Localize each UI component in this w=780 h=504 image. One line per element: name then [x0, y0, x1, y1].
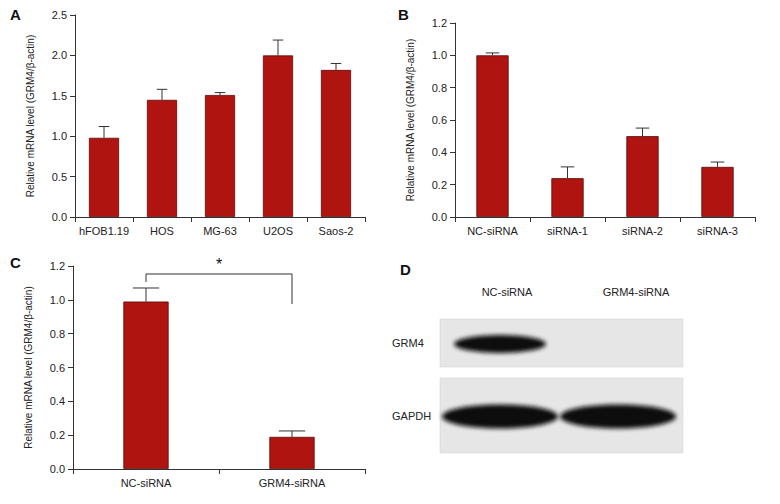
- svg-text:Relative mRNA level (GRM4/β-ac: Relative mRNA level (GRM4/β-actin): [405, 39, 416, 201]
- svg-text:GRM4: GRM4: [392, 337, 424, 349]
- svg-text:Saos-2: Saos-2: [319, 225, 354, 237]
- svg-text:0.0: 0.0: [50, 463, 65, 475]
- svg-text:0.4: 0.4: [432, 146, 447, 158]
- svg-text:GRM4-siRNA: GRM4-siRNA: [603, 286, 670, 298]
- svg-text:GRM4-siRNA: GRM4-siRNA: [259, 477, 326, 489]
- svg-text:GAPDH: GAPDH: [392, 410, 431, 422]
- svg-text:*: *: [216, 256, 222, 273]
- svg-text:A: A: [10, 6, 21, 23]
- svg-text:siRNA-2: siRNA-2: [622, 225, 663, 237]
- svg-text:2.5: 2.5: [52, 9, 67, 21]
- svg-text:B: B: [398, 6, 409, 23]
- svg-text:NC-siRNA: NC-siRNA: [121, 477, 172, 489]
- svg-text:hFOB1.19: hFOB1.19: [79, 225, 129, 237]
- svg-text:C: C: [10, 254, 21, 271]
- svg-text:0.8: 0.8: [50, 328, 65, 340]
- svg-text:1.0: 1.0: [52, 130, 67, 142]
- svg-text:D: D: [400, 261, 411, 278]
- svg-text:Relative mRNA level (GRM4/β-ac: Relative mRNA level (GRM4/β-actin): [25, 35, 36, 197]
- svg-text:0.6: 0.6: [50, 362, 65, 374]
- svg-text:0.8: 0.8: [432, 82, 447, 94]
- svg-text:HOS: HOS: [150, 225, 174, 237]
- svg-text:Relative mRNA level (GRM4/β-ac: Relative mRNA level (GRM4/β-actin): [23, 286, 34, 448]
- svg-text:2.0: 2.0: [52, 49, 67, 61]
- svg-text:NC-siRNA: NC-siRNA: [467, 225, 518, 237]
- svg-text:siRNA-1: siRNA-1: [547, 225, 588, 237]
- svg-text:0.4: 0.4: [50, 395, 65, 407]
- svg-text:1.5: 1.5: [52, 90, 67, 102]
- svg-text:1.2: 1.2: [50, 260, 65, 272]
- svg-text:siRNA-3: siRNA-3: [697, 225, 738, 237]
- svg-text:0.5: 0.5: [52, 171, 67, 183]
- svg-text:0.2: 0.2: [50, 429, 65, 441]
- svg-text:0.0: 0.0: [432, 211, 447, 223]
- svg-text:1.0: 1.0: [50, 294, 65, 306]
- svg-text:0.2: 0.2: [432, 179, 447, 191]
- svg-text:1.2: 1.2: [432, 17, 447, 29]
- svg-text:MG-63: MG-63: [203, 225, 237, 237]
- svg-text:0.0: 0.0: [52, 211, 67, 223]
- svg-text:1.0: 1.0: [432, 49, 447, 61]
- svg-text:0.6: 0.6: [432, 114, 447, 126]
- svg-text:NC-siRNA: NC-siRNA: [482, 286, 533, 298]
- svg-text:U2OS: U2OS: [263, 225, 293, 237]
